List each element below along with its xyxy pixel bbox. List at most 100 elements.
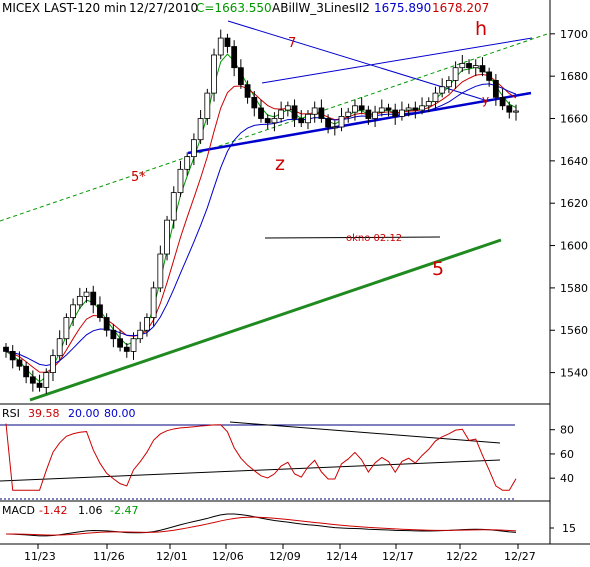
macd-signal-value: 1.06	[78, 504, 103, 517]
candle-body	[419, 105, 425, 111]
annotation-5: 5	[432, 258, 444, 280]
candle-body	[466, 63, 472, 69]
candle-body	[197, 118, 204, 141]
candle-body	[513, 110, 519, 113]
candle-body	[258, 107, 264, 119]
candle-body	[150, 287, 157, 318]
trend-line-5	[29, 238, 502, 402]
candle-body	[144, 317, 150, 331]
candle-body	[117, 338, 123, 348]
indicator-value-2: 1678.207	[432, 1, 489, 15]
candle-body	[385, 107, 392, 111]
candle-body	[318, 107, 325, 119]
candle-body	[399, 109, 405, 117]
candle-body	[432, 92, 439, 102]
channel-resistance-line	[261, 37, 533, 84]
candle-body	[325, 118, 332, 128]
annotation-y: y	[482, 93, 489, 107]
annotation-z: z	[275, 153, 285, 175]
candle-body	[244, 84, 251, 98]
rsi-line	[5, 423, 517, 491]
indicator-name: ABillW_3LinesII2	[272, 1, 370, 15]
candle-body	[365, 109, 372, 119]
candle-body	[177, 168, 184, 194]
macd-tick-label: 15	[562, 522, 576, 535]
candle-body	[271, 118, 278, 124]
candle-body	[459, 63, 466, 69]
price-y-tick-label: 1620	[560, 197, 588, 210]
price-y-tick-label: 1680	[560, 70, 588, 83]
candle-body	[204, 92, 211, 119]
close-value: C=1663.550	[196, 1, 272, 15]
trend-line-5-star	[0, 32, 551, 222]
candle-body	[9, 351, 16, 361]
moving-average-line	[5, 83, 517, 366]
annotation-h: h	[475, 18, 487, 40]
candle-body	[130, 338, 137, 352]
candle-body	[110, 329, 117, 340]
candle-body	[36, 382, 43, 388]
candle-body	[284, 105, 291, 111]
candle-body	[184, 156, 191, 170]
candle-body	[164, 219, 170, 255]
indicator-value-1: 1675.890	[374, 1, 431, 15]
candle-body	[425, 101, 432, 107]
candle-body	[97, 304, 103, 318]
annotation-5-star: 5*	[131, 170, 146, 185]
candle-body	[305, 113, 311, 124]
candle-body	[506, 105, 513, 113]
gap-window-line	[264, 236, 441, 239]
rsi-value: 39.58	[28, 407, 60, 420]
candle-body	[56, 338, 63, 357]
candle-body	[170, 192, 177, 221]
macd-signal-line	[5, 516, 517, 536]
x-tick-label: 12/06	[212, 550, 244, 563]
candle-body	[372, 111, 378, 119]
candle-body	[298, 118, 305, 124]
candle-body	[291, 105, 298, 119]
x-tick-label: 12/17	[382, 550, 414, 563]
price-y-tick-label: 1600	[560, 240, 588, 253]
price-y-axis: 1540 1560 1580 1600 1620 1640 1660 1680 1700	[550, 28, 588, 380]
candle-body	[23, 365, 30, 378]
candle-body	[264, 118, 271, 124]
rsi-y-tick-label: 80	[560, 424, 574, 437]
price-y-tick-label: 1700	[560, 28, 588, 41]
candle-body	[211, 54, 217, 94]
x-tick-label: 11/26	[93, 550, 125, 563]
candle-body	[43, 372, 50, 388]
candle-body	[70, 304, 77, 318]
channel-support-line	[187, 91, 532, 155]
candle-body	[224, 37, 231, 47]
price-y-tick-label: 1640	[560, 155, 588, 168]
candle-body	[103, 317, 110, 331]
candle-body	[378, 107, 385, 113]
candle-body	[231, 46, 238, 69]
candle-body	[452, 67, 459, 81]
x-tick-label: 12/27	[504, 550, 536, 563]
candle-body	[352, 105, 358, 113]
candle-body	[331, 126, 338, 129]
candle-body	[499, 96, 506, 107]
annotation-7: 7	[288, 36, 296, 51]
candle-body	[405, 107, 412, 111]
rsi-resistance-line	[229, 421, 501, 444]
rsi-support-line	[0, 459, 501, 482]
x-tick-label: 11/23	[24, 550, 56, 563]
candle-body	[472, 65, 479, 69]
candle-body	[83, 291, 90, 297]
candle-body	[358, 105, 365, 111]
candle-body	[76, 295, 83, 306]
candle-body	[123, 346, 130, 352]
macd-hist-value: -2.47	[110, 504, 138, 517]
macd-title: MACD	[2, 504, 35, 517]
candle-body	[137, 329, 144, 340]
candle-body	[412, 107, 419, 111]
candle-body	[251, 96, 258, 109]
candle-body	[50, 355, 56, 373]
candle-body	[190, 139, 197, 158]
candle-body	[311, 107, 318, 115]
x-tick-label: 12/01	[156, 550, 188, 563]
candle-body	[479, 65, 486, 73]
